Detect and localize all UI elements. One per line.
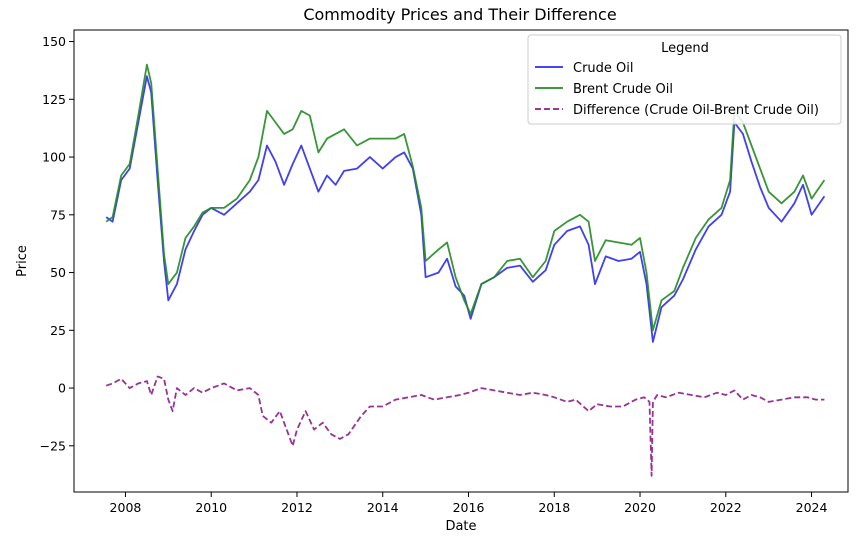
y-axis-title: Price (15, 245, 30, 277)
legend-label-brent-crude-oil: Brent Crude Oil (573, 82, 673, 97)
plot-frame (73, 29, 849, 493)
x-tick-label: 2014 (367, 500, 399, 515)
legend-label-difference: Difference (Crude Oil-Brent Crude Oil) (573, 103, 819, 118)
x-tick-label: 2016 (453, 500, 485, 515)
x-tick-label: 2012 (281, 500, 313, 515)
y-tick-label: 75 (50, 207, 66, 222)
x-tick-label: 2010 (195, 500, 227, 515)
legend-box (527, 34, 842, 125)
x-tick-label: 2024 (796, 500, 828, 515)
x-tick-label: 2018 (538, 500, 570, 515)
y-tick-label: −25 (40, 438, 66, 453)
x-tick-label: 2020 (624, 500, 656, 515)
legend-label-crude-oil: Crude Oil (573, 61, 634, 76)
x-axis-title: Date (445, 519, 476, 534)
brent-crude-oil-line (105, 63, 826, 332)
y-tick-label: 150 (42, 34, 66, 49)
y-tick-label: 125 (42, 92, 66, 107)
y-tick-label: 25 (50, 323, 66, 338)
x-tick-label: 2022 (710, 500, 742, 515)
y-tick-label: 0 (58, 381, 66, 396)
chart-title: Commodity Prices and Their Difference (303, 5, 616, 24)
crude-oil-line (105, 75, 826, 343)
legend: Legend Crude Oil Brent Crude Oil Differe… (527, 34, 842, 125)
plot-area (73, 29, 849, 493)
y-tick-label: 100 (42, 150, 66, 165)
x-tick-label: 2008 (110, 500, 142, 515)
legend-title: Legend (661, 41, 709, 56)
series-layer (105, 63, 826, 477)
y-tick-label: 50 (50, 265, 66, 280)
difference-line (105, 375, 825, 477)
y-axis: −25 0 25 50 75 100 125 150 (40, 34, 74, 453)
x-axis: 2008 2010 2012 2014 2016 2018 2020 2022 2024 (110, 492, 828, 515)
